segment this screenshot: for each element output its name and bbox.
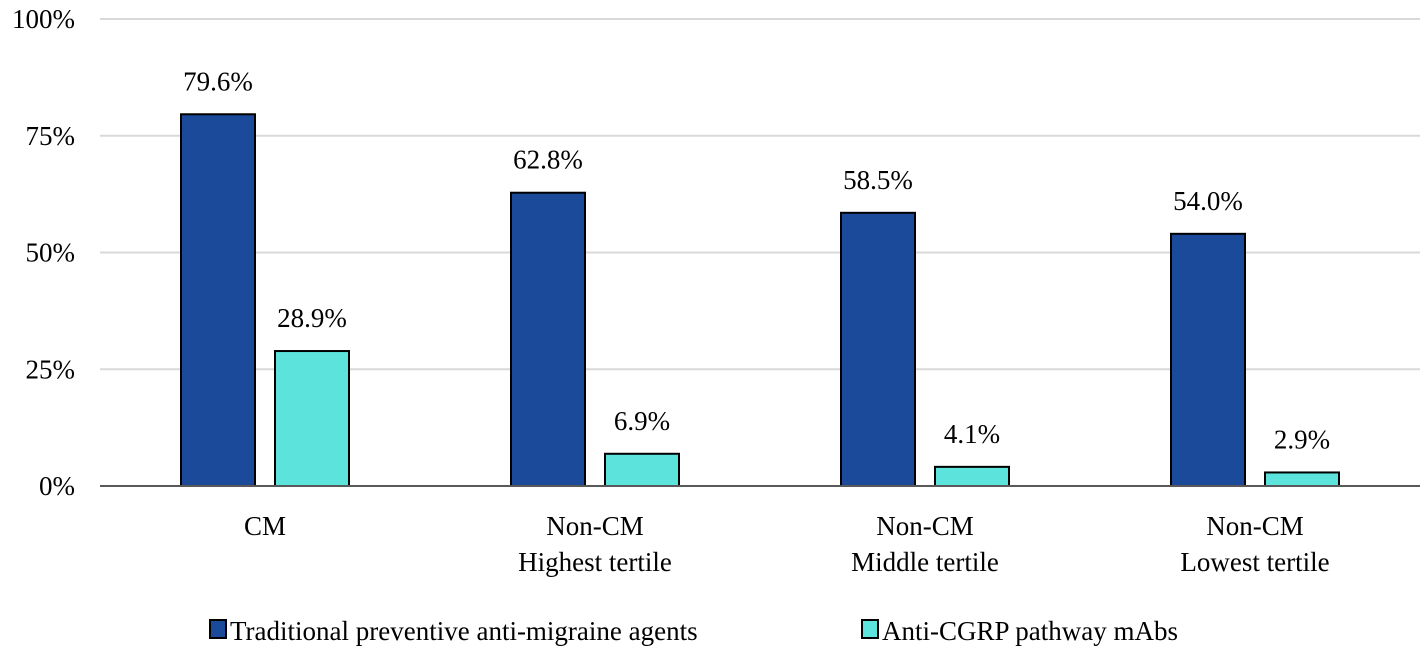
legend-label: Anti-CGRP pathway mAbs — [882, 616, 1178, 646]
bar-series1-cat4 — [1170, 232, 1246, 487]
legend-label: Traditional preventive anti-migraine age… — [230, 616, 698, 646]
bar-series2-cat3 — [934, 465, 1010, 487]
bar-series2-cat4 — [1264, 471, 1340, 488]
category-label: Lowest tertile — [1180, 547, 1329, 577]
category-label: Middle tertile — [851, 547, 999, 577]
bars — [180, 113, 1340, 488]
bar-series1-cat3 — [840, 211, 916, 487]
category-label: Non-CM — [1206, 511, 1304, 541]
data-label: 62.8% — [513, 145, 583, 175]
data-label: 4.1% — [944, 419, 1000, 449]
y-tick-label: 100% — [12, 4, 75, 34]
category-label: CM — [244, 511, 286, 541]
bar-series2-cat1 — [274, 350, 350, 487]
bar-series1-cat1 — [180, 113, 256, 487]
y-tick-label: 0% — [39, 471, 75, 501]
y-tick-label: 50% — [26, 238, 76, 268]
data-label: 28.9% — [277, 303, 347, 333]
category-label: Highest tertile — [518, 547, 672, 577]
y-tick-label: 25% — [26, 354, 76, 384]
data-label: 79.6% — [183, 66, 253, 96]
bar-series1-cat2 — [510, 191, 586, 487]
bar-series2-cat2 — [604, 452, 680, 488]
data-labels: 79.6% 28.9% 62.8% 6.9% 58.5% 4.1% 54.0% 2.9% — [183, 66, 1330, 454]
data-label: 58.5% — [843, 165, 913, 195]
y-tick-label: 75% — [26, 121, 76, 151]
legend: Traditional preventive anti-migraine age… — [209, 616, 1178, 646]
category-label: Non-CM — [546, 511, 644, 541]
data-label: 54.0% — [1173, 186, 1243, 216]
legend-swatch — [209, 619, 227, 639]
y-axis-ticks: 0% 25% 50% 75% 100% — [12, 4, 75, 501]
category-labels: CM Non-CM Highest tertile Non-CM Middle tert… — [244, 511, 1330, 577]
legend-swatch — [861, 619, 879, 639]
data-label: 2.9% — [1274, 424, 1330, 454]
category-label: Non-CM — [876, 511, 974, 541]
data-label: 6.9% — [614, 406, 670, 436]
